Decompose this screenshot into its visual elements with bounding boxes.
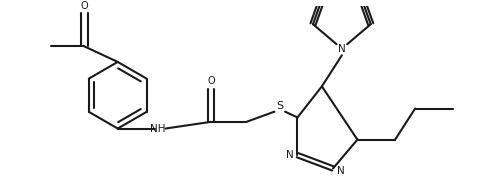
Text: N: N — [336, 166, 344, 176]
Text: N: N — [338, 44, 346, 54]
Text: N: N — [286, 150, 294, 160]
Text: O: O — [81, 1, 88, 11]
Text: O: O — [207, 76, 215, 86]
Text: NH: NH — [150, 123, 166, 134]
Text: S: S — [276, 101, 283, 111]
